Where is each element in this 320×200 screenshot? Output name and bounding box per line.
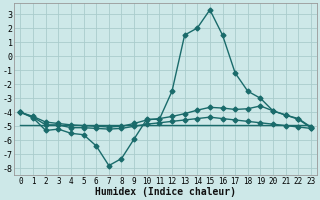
X-axis label: Humidex (Indice chaleur): Humidex (Indice chaleur)	[95, 187, 236, 197]
